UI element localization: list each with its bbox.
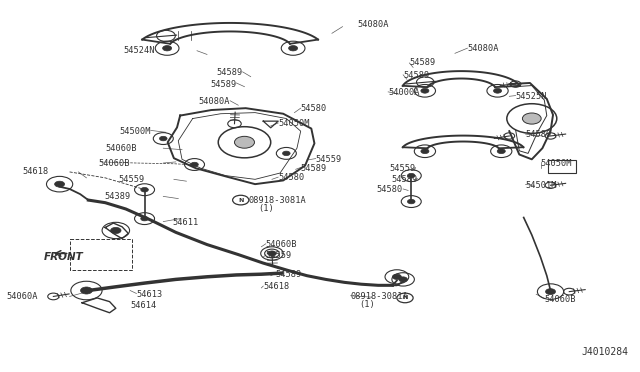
- Text: 54060B: 54060B: [105, 144, 136, 153]
- Text: 54060B: 54060B: [266, 240, 297, 249]
- Circle shape: [54, 181, 65, 187]
- Circle shape: [268, 251, 276, 256]
- Text: 54060B: 54060B: [544, 295, 576, 304]
- Text: 54589: 54589: [391, 175, 417, 184]
- Circle shape: [234, 137, 255, 148]
- Text: J4010284: J4010284: [582, 347, 628, 357]
- Text: N: N: [238, 198, 243, 203]
- Circle shape: [497, 149, 506, 154]
- Text: 54500M: 54500M: [119, 126, 151, 136]
- Circle shape: [397, 293, 413, 303]
- Circle shape: [408, 173, 415, 178]
- Text: 54050M: 54050M: [278, 119, 310, 128]
- Text: 54559: 54559: [118, 175, 145, 184]
- Text: 54580: 54580: [377, 185, 403, 194]
- Circle shape: [493, 89, 502, 93]
- Circle shape: [163, 45, 172, 51]
- Polygon shape: [263, 121, 278, 128]
- Text: 54389: 54389: [104, 192, 130, 201]
- Text: N: N: [403, 295, 408, 301]
- Circle shape: [421, 89, 429, 93]
- Text: 54501M: 54501M: [525, 181, 557, 190]
- Text: 54618: 54618: [263, 282, 289, 291]
- Text: (1): (1): [258, 204, 274, 213]
- Circle shape: [159, 136, 167, 141]
- Text: 54080A: 54080A: [357, 20, 388, 29]
- Text: 54613: 54613: [136, 290, 163, 299]
- Text: 54618: 54618: [23, 167, 49, 176]
- Text: 54525N: 54525N: [516, 92, 547, 101]
- Circle shape: [392, 274, 401, 279]
- Text: 54589: 54589: [403, 71, 429, 80]
- Circle shape: [141, 187, 148, 192]
- Circle shape: [81, 287, 92, 294]
- Text: 54589: 54589: [276, 270, 302, 279]
- Text: 54060B: 54060B: [99, 158, 130, 167]
- Text: 54611: 54611: [172, 218, 198, 227]
- Text: 54050M: 54050M: [541, 158, 572, 167]
- Text: 54559: 54559: [389, 164, 415, 173]
- Text: 54589: 54589: [301, 164, 327, 173]
- Text: 54559: 54559: [266, 251, 292, 260]
- Text: 54000A: 54000A: [388, 88, 420, 97]
- Text: 54060A: 54060A: [7, 292, 38, 301]
- Text: 54080A: 54080A: [198, 97, 230, 106]
- Text: 08918-3081A: 08918-3081A: [351, 292, 408, 301]
- Circle shape: [399, 277, 408, 282]
- Circle shape: [421, 149, 429, 154]
- Circle shape: [141, 217, 148, 221]
- FancyBboxPatch shape: [548, 160, 575, 173]
- Circle shape: [232, 195, 249, 205]
- Text: (1): (1): [360, 300, 375, 309]
- Circle shape: [111, 227, 121, 234]
- Text: 54614: 54614: [130, 301, 156, 310]
- Circle shape: [545, 289, 556, 295]
- Text: 54580: 54580: [301, 105, 327, 113]
- Text: 54580: 54580: [278, 173, 305, 182]
- Circle shape: [408, 199, 415, 204]
- Circle shape: [522, 113, 541, 124]
- Circle shape: [282, 151, 290, 155]
- Text: 54580: 54580: [525, 130, 552, 140]
- Circle shape: [191, 162, 198, 167]
- Text: 54589: 54589: [210, 80, 236, 89]
- Text: 54080A: 54080A: [467, 44, 499, 52]
- Text: 54524N: 54524N: [124, 46, 155, 55]
- Text: 54559: 54559: [316, 155, 342, 164]
- Circle shape: [289, 45, 298, 51]
- Text: 54589: 54589: [216, 68, 243, 77]
- Text: 54589: 54589: [410, 58, 436, 67]
- Text: FRONT: FRONT: [44, 252, 83, 262]
- Text: 08918-3081A: 08918-3081A: [249, 196, 307, 205]
